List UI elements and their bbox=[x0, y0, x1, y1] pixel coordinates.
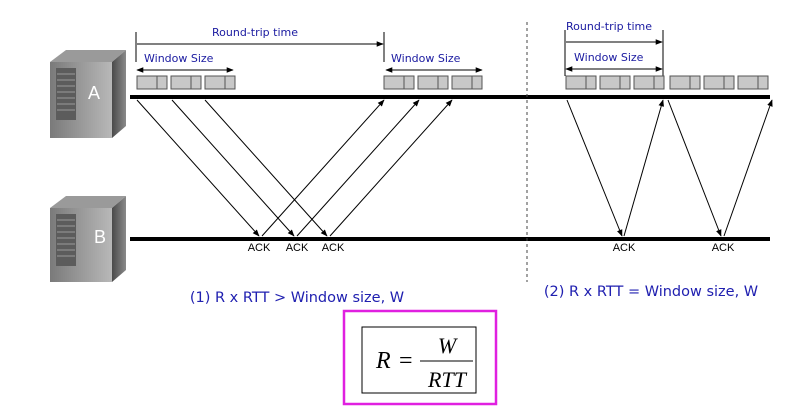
packet bbox=[170, 75, 202, 90]
left-ack-3: ACK bbox=[322, 242, 345, 254]
host-a-label: A bbox=[88, 83, 100, 103]
packet bbox=[565, 75, 597, 90]
server-a-icon bbox=[50, 50, 126, 138]
right-ack-1: ACK bbox=[613, 242, 636, 254]
left-window-label-1: Window Size bbox=[144, 52, 214, 65]
formula-numerator: W bbox=[438, 333, 458, 358]
packet bbox=[737, 75, 769, 90]
formula-lhs: R bbox=[375, 348, 391, 374]
formula-box bbox=[361, 326, 477, 394]
left-window-label-2: Window Size bbox=[391, 52, 461, 65]
packet bbox=[451, 75, 483, 90]
left-transfer-arrows bbox=[136, 99, 453, 237]
formula-denominator: RTT bbox=[427, 367, 468, 392]
right-condition: (2) R x RTT = Window size, W bbox=[544, 284, 758, 300]
packet bbox=[599, 75, 631, 90]
host-b-label: B bbox=[94, 227, 106, 247]
left-rtt-bracket bbox=[135, 32, 385, 62]
packet bbox=[383, 75, 415, 90]
left-ack-1: ACK bbox=[248, 242, 271, 254]
formula-highlight-box bbox=[342, 309, 498, 406]
formula-equals: = bbox=[399, 348, 413, 374]
packet bbox=[204, 75, 236, 90]
right-rtt-label: Round-trip time bbox=[566, 20, 652, 33]
packet bbox=[417, 75, 449, 90]
left-packets bbox=[136, 75, 483, 90]
right-window-label: Window Size bbox=[574, 51, 644, 64]
left-ack-2: ACK bbox=[286, 242, 309, 254]
right-rtt-bracket bbox=[564, 30, 664, 76]
server-b-icon bbox=[50, 196, 126, 282]
left-condition: (1) R x RTT > Window size, W bbox=[190, 290, 404, 306]
right-ack-2: ACK bbox=[712, 242, 735, 254]
packet bbox=[136, 75, 168, 90]
packet bbox=[703, 75, 735, 90]
packet bbox=[669, 75, 701, 90]
right-transfer-arrows bbox=[566, 99, 773, 237]
packet bbox=[633, 75, 665, 90]
right-packets bbox=[565, 75, 769, 90]
left-rtt-label: Round-trip time bbox=[212, 26, 298, 39]
